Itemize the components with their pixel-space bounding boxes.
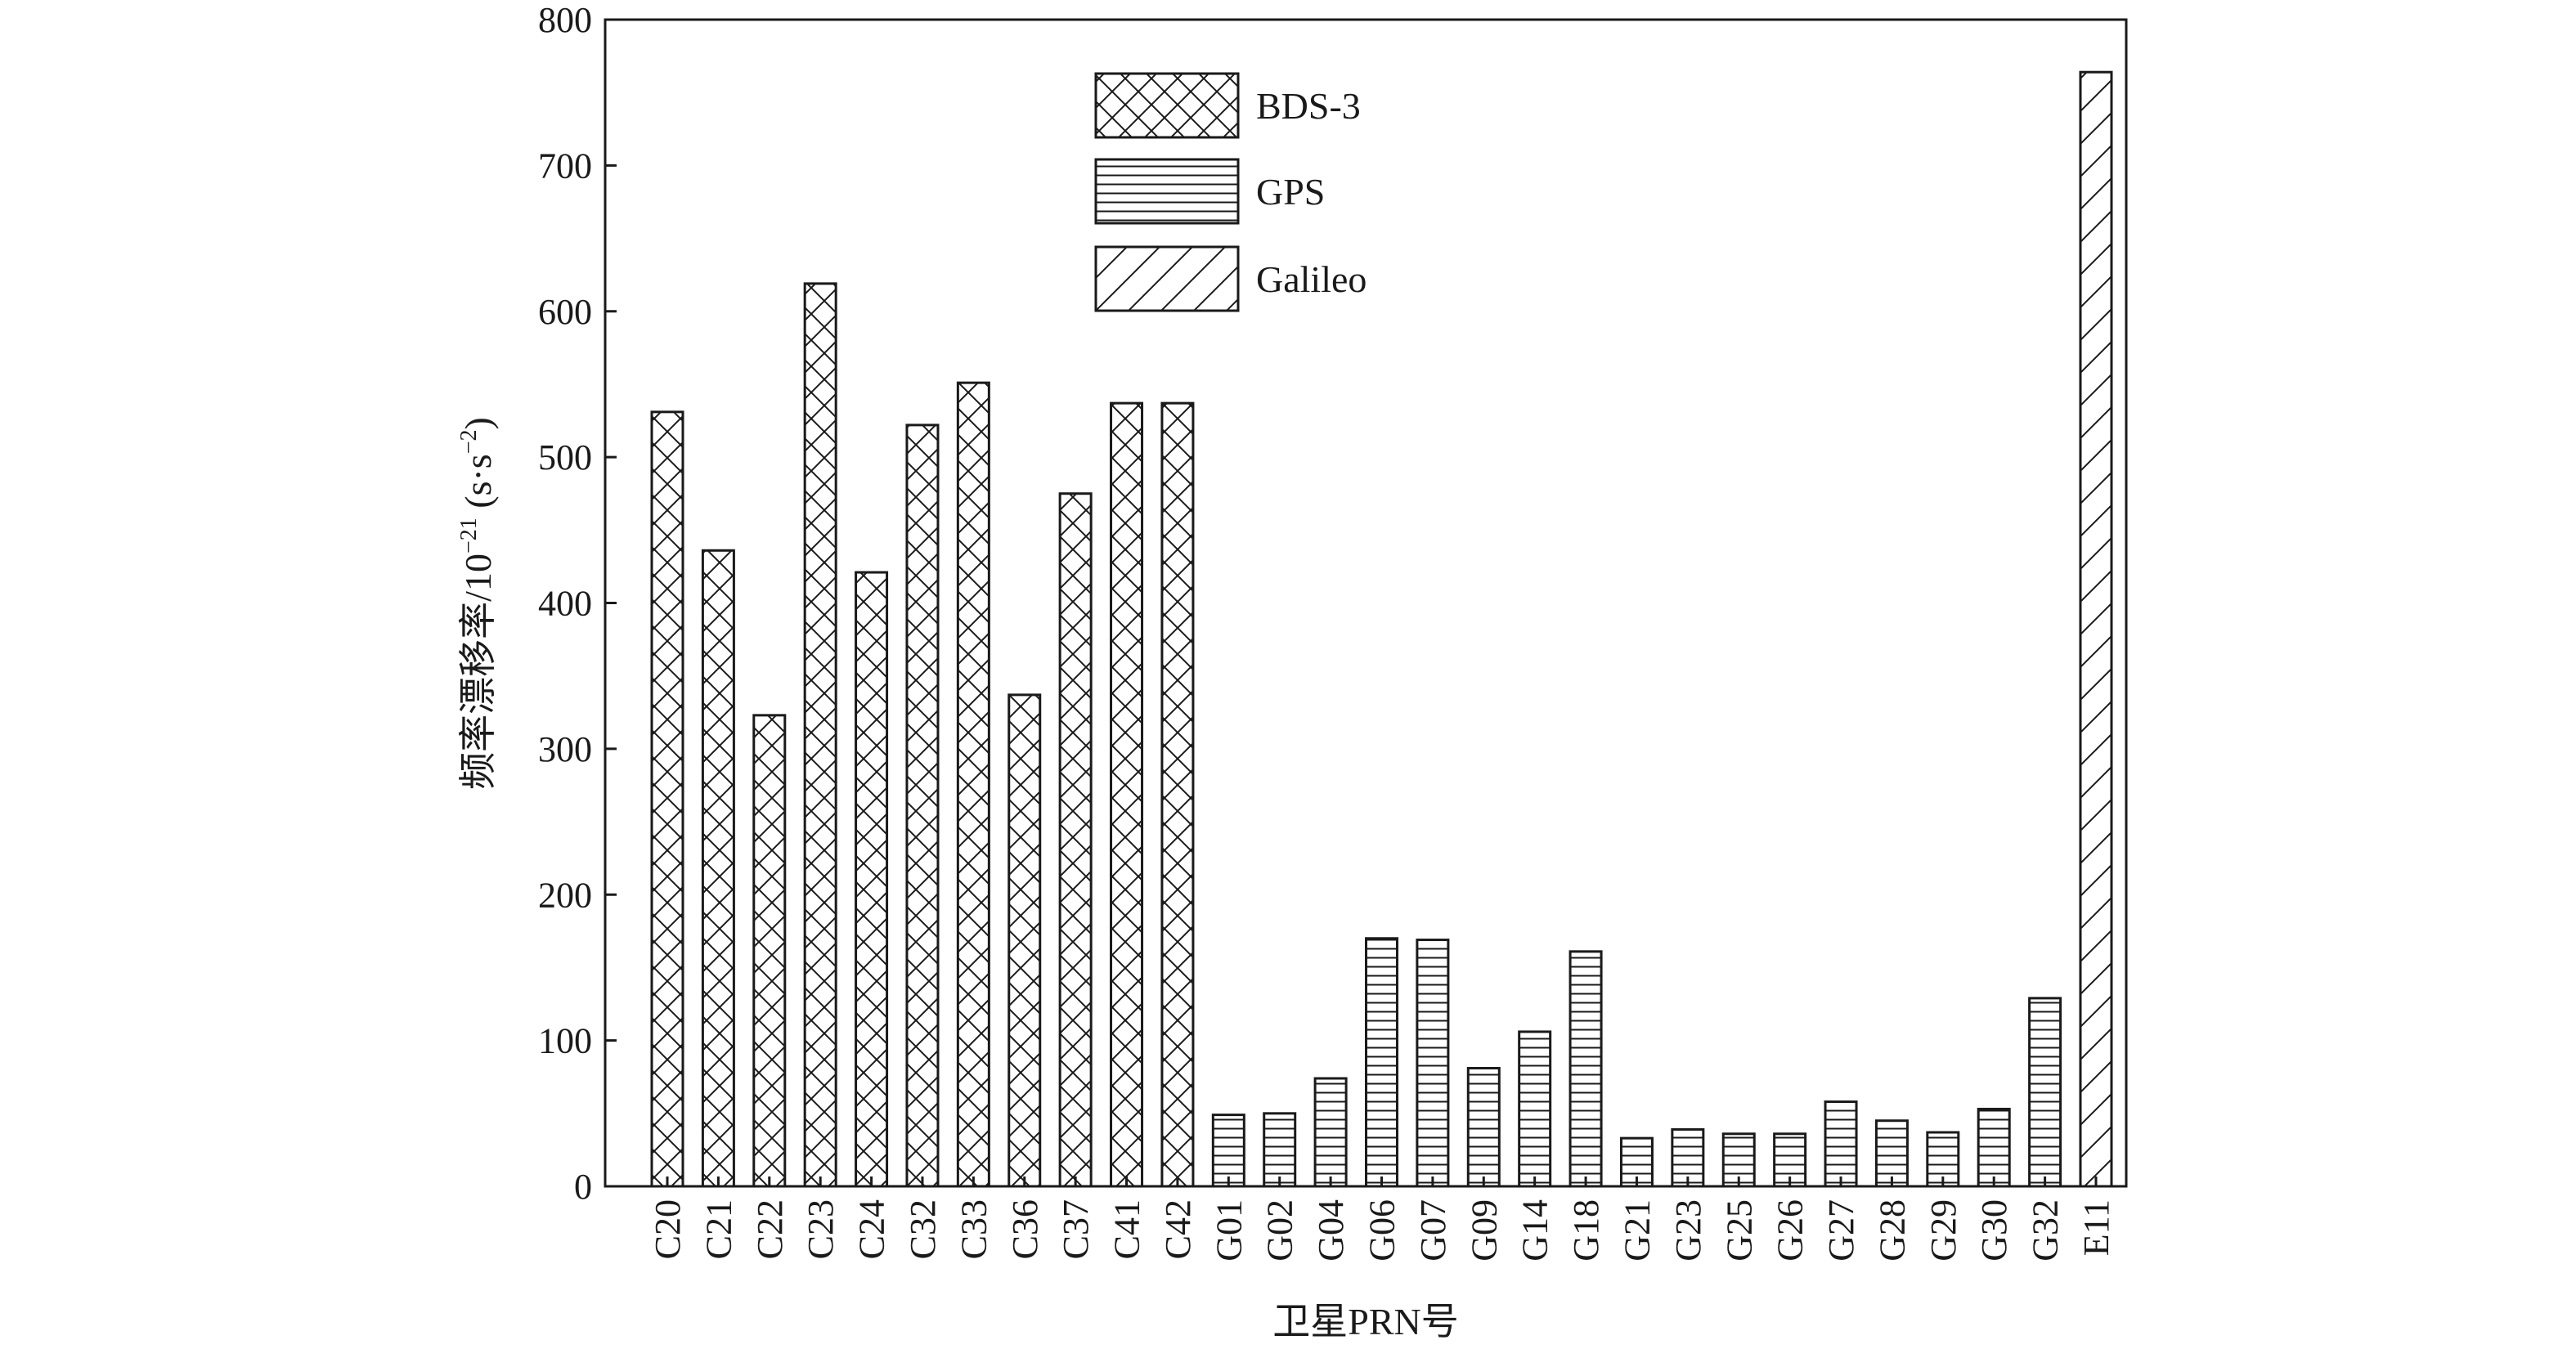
bar-g30 (1977, 1107, 2011, 1188)
x-tick-label: C41 (1107, 1199, 1147, 1259)
x-axis: C20 C21 C22 C23 C24 C32 C33 C36 C37 C41 C42 G01 G02 G… (648, 1176, 2116, 1262)
y-tick-label: 600 (538, 292, 592, 332)
y-axis-title-exponent: −21 (456, 518, 482, 554)
x-tick-label: G23 (1668, 1199, 1708, 1262)
bar-g18 (1568, 950, 1603, 1188)
legend-label: Galileo (1256, 258, 1367, 300)
x-tick-label: C33 (954, 1199, 994, 1259)
bar-c20 (650, 410, 684, 1188)
legend-item-gps: GPS (1094, 158, 1325, 225)
x-tick-label: C36 (1005, 1199, 1045, 1259)
y-tick-label: 100 (538, 1021, 592, 1061)
x-tick-label: G18 (1566, 1199, 1606, 1262)
bar-c36 (1008, 693, 1042, 1188)
x-tick-label: C32 (903, 1199, 943, 1259)
bar-g28 (1874, 1119, 1909, 1188)
y-axis: 0 100 200 300 400 500 600 700 800 (538, 0, 617, 1207)
bar-g32 (2028, 997, 2062, 1188)
legend: BDS-3 GPS Galileo (1094, 72, 1367, 312)
x-tick-label: G09 (1464, 1199, 1504, 1262)
bar-c41 (1110, 401, 1144, 1188)
y-axis-title-unit-close: ) (457, 417, 499, 429)
x-tick-label: G01 (1209, 1199, 1249, 1262)
legend-label: BDS-3 (1256, 85, 1361, 127)
y-tick-label: 200 (538, 875, 592, 915)
y-axis-title-main: 频率漂移率/10 (457, 554, 499, 790)
bar-g09 (1466, 1067, 1501, 1188)
x-tick-label: G29 (1923, 1199, 1963, 1262)
x-axis-title: 卫星PRN号 (1272, 1301, 1458, 1342)
bar-g29 (1926, 1131, 1960, 1188)
bar-c22 (752, 714, 787, 1188)
legend-swatch (1094, 245, 1240, 312)
x-tick-label: E11 (2076, 1199, 2116, 1256)
x-tick-label: G28 (1872, 1199, 1912, 1262)
legend-swatch (1094, 72, 1240, 139)
y-tick-label: 500 (538, 437, 592, 477)
x-tick-label: G30 (1974, 1199, 2014, 1262)
y-axis-title-unit-open: (s·s (457, 454, 499, 518)
x-tick-label: G04 (1311, 1199, 1351, 1262)
y-tick-label: 700 (538, 146, 592, 186)
y-tick-label: 800 (538, 0, 592, 40)
x-tick-label: G32 (2026, 1199, 2066, 1262)
x-tick-label: C23 (801, 1199, 841, 1259)
x-tick-label: G25 (1719, 1199, 1759, 1262)
x-tick-label: G27 (1821, 1199, 1861, 1262)
bar-g04 (1313, 1077, 1348, 1188)
bar-g07 (1416, 939, 1450, 1188)
x-tick-label: G26 (1770, 1199, 1811, 1262)
y-tick-label: 300 (538, 729, 592, 769)
bar-g27 (1824, 1100, 1858, 1188)
y-axis-title-unit-exponent: −2 (456, 430, 482, 455)
bar-c37 (1058, 492, 1093, 1188)
x-tick-label: C42 (1158, 1199, 1198, 1259)
x-tick-label: C24 (852, 1199, 892, 1259)
bar-g06 (1365, 937, 1398, 1188)
y-axis-title: 频率漂移率/10−21 (s·s−2) (456, 417, 499, 790)
legend-swatch (1094, 158, 1240, 225)
bar-c42 (1160, 401, 1195, 1188)
x-tick-label: G06 (1362, 1199, 1402, 1262)
bar-c21 (701, 549, 735, 1188)
legend-label: GPS (1256, 171, 1325, 213)
bar-c32 (905, 424, 940, 1188)
y-tick-label: 0 (574, 1167, 592, 1207)
bar-c23 (803, 282, 837, 1188)
bar-e11 (2079, 70, 2113, 1188)
bar-g14 (1518, 1030, 1552, 1188)
x-tick-label: C22 (750, 1199, 790, 1259)
x-tick-label: C21 (698, 1199, 738, 1259)
x-tick-label: C37 (1056, 1199, 1096, 1259)
x-tick-label: C20 (648, 1199, 688, 1259)
x-tick-label: G02 (1260, 1199, 1300, 1262)
x-tick-label: G14 (1515, 1199, 1555, 1262)
x-tick-label: G21 (1617, 1199, 1657, 1262)
y-tick-label: 400 (538, 584, 592, 624)
x-tick-label: G07 (1413, 1199, 1453, 1262)
legend-item-galileo: Galileo (1094, 245, 1367, 312)
legend-item-bds-3: BDS-3 (1094, 72, 1361, 139)
bar-g01 (1211, 1114, 1245, 1188)
bar-g02 (1263, 1112, 1297, 1188)
bars (650, 70, 2113, 1188)
bar-c24 (855, 571, 889, 1188)
bar-c33 (956, 381, 990, 1188)
